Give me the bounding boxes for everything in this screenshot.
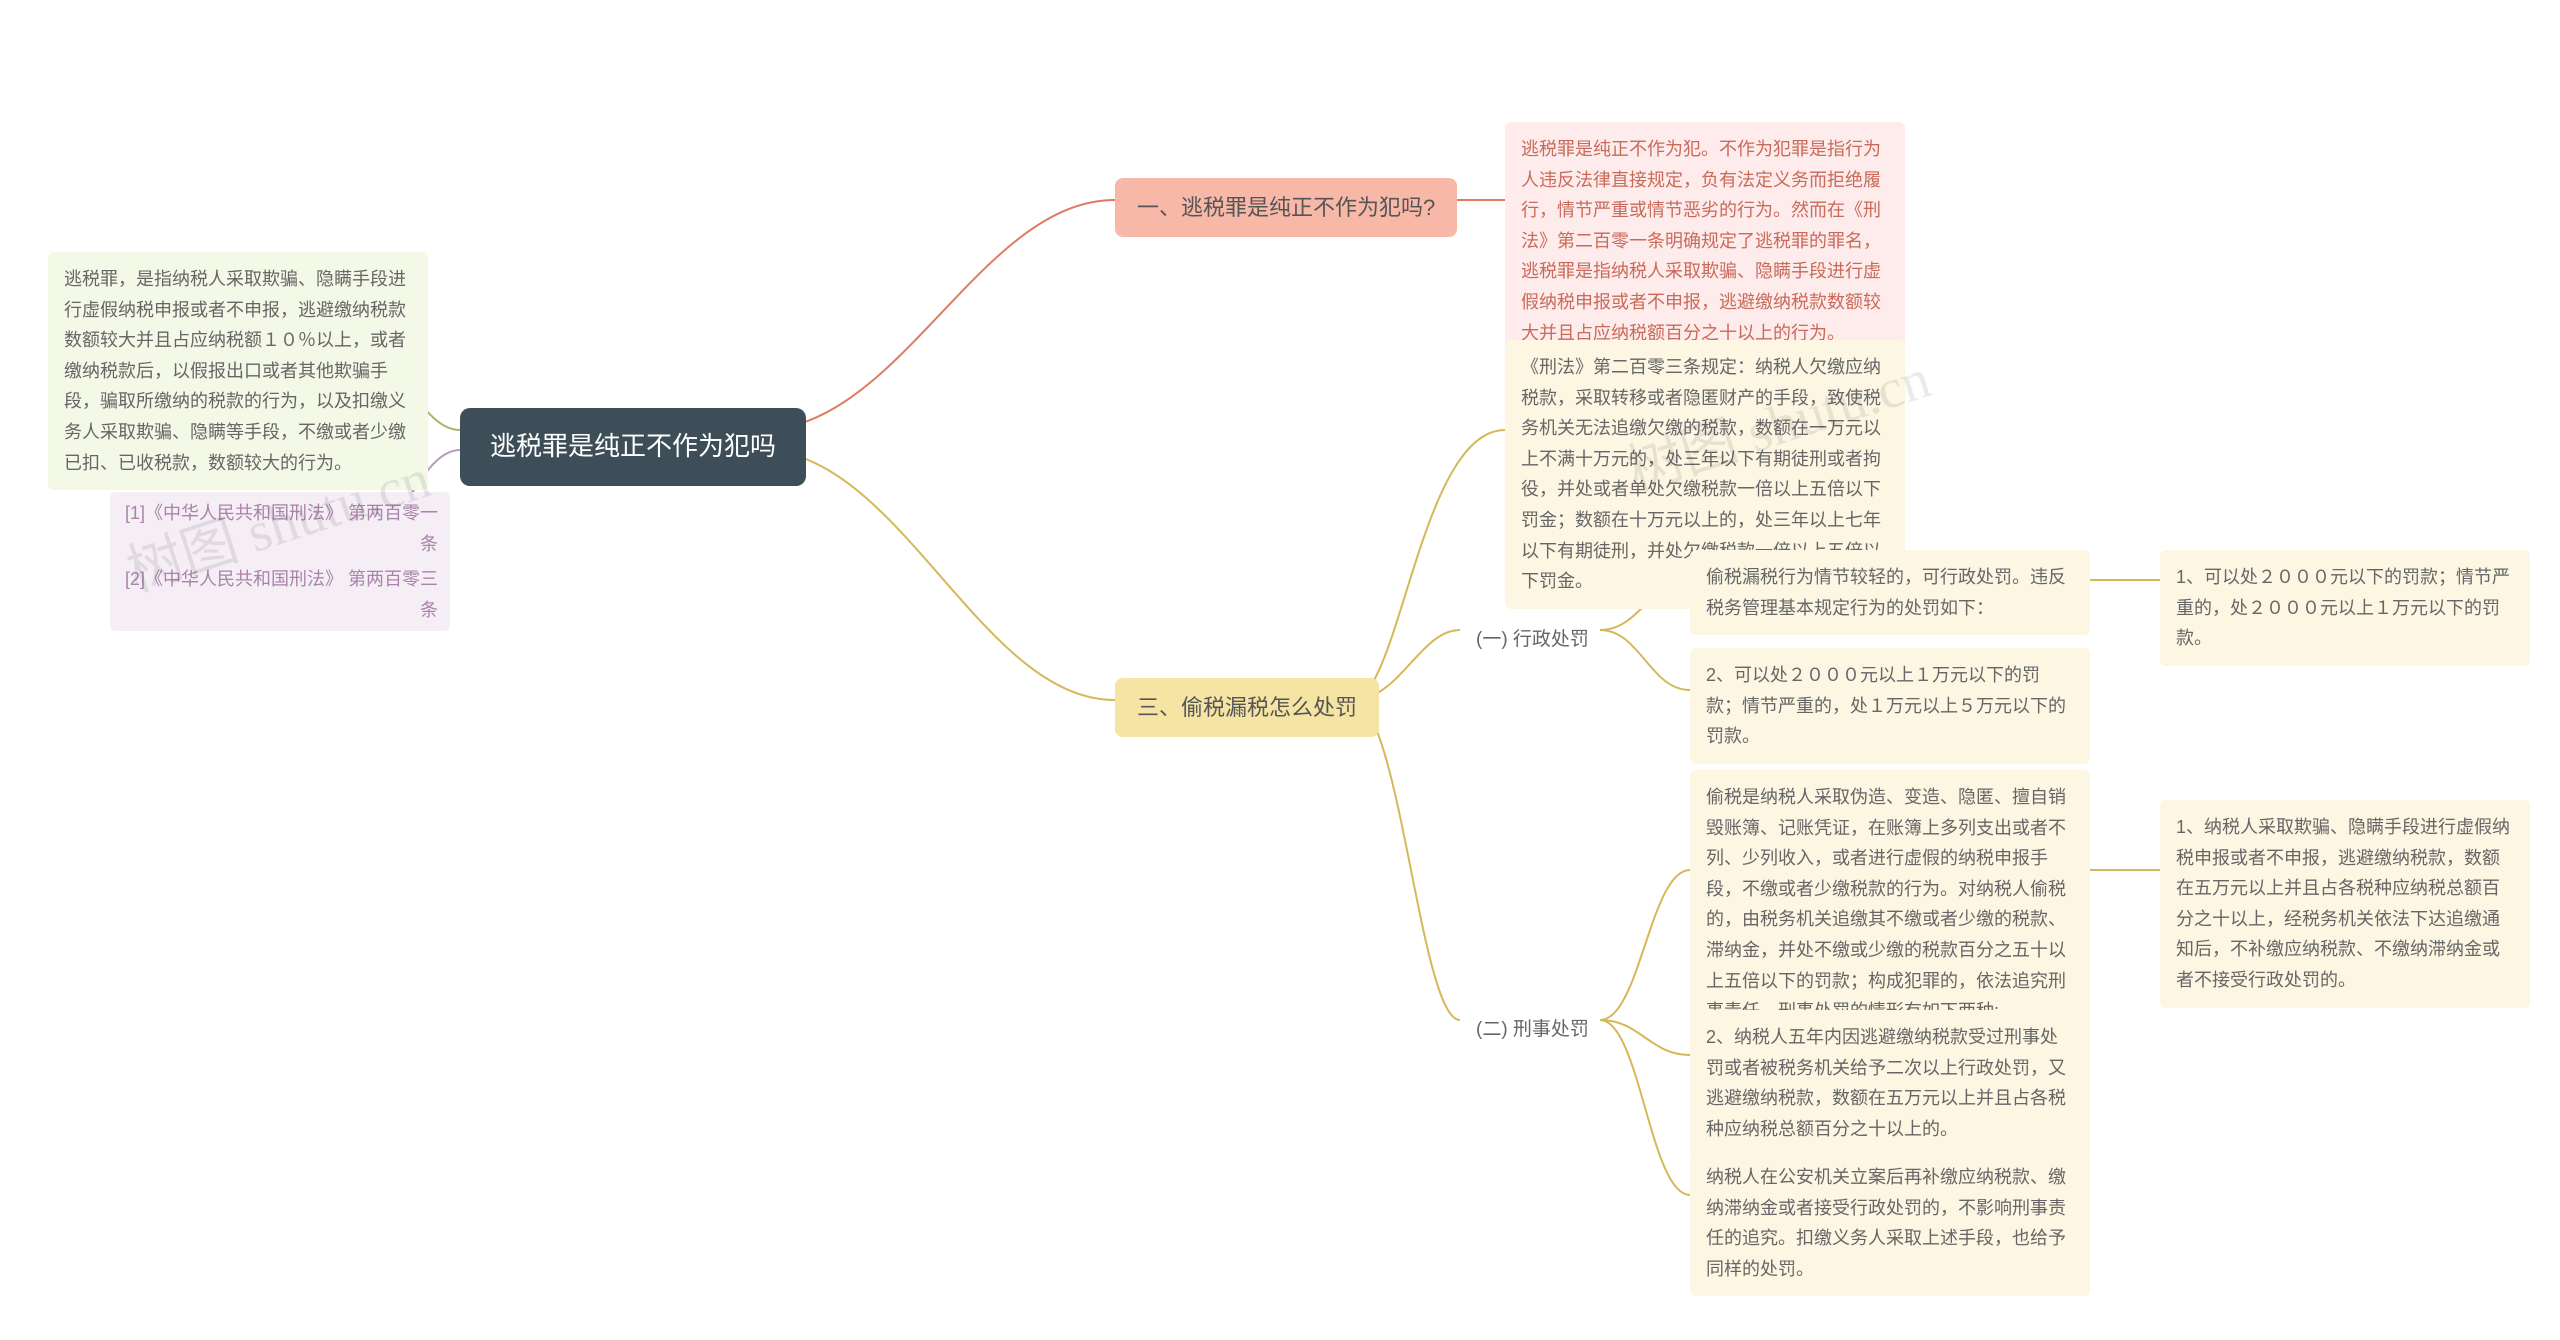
- crim-c1: 偷税是纳税人采取伪造、变造、隐匿、擅自销毁账簿、记账凭证，在账簿上多列支出或者不…: [1690, 770, 2090, 1039]
- crim-c2: 2、纳税人五年内因逃避缴纳税款受过刑事处罚或者被税务机关给予二次以上行政处罚，又…: [1690, 1010, 2090, 1156]
- crim-c3: 纳税人在公安机关立案后再补缴应纳税款、缴纳滞纳金或者接受行政处罚的，不影响刑事责…: [1690, 1150, 2090, 1296]
- branch-1[interactable]: 一、逃税罪是纯正不作为犯吗?: [1115, 178, 1457, 237]
- admin-a1-detail: 1、可以处２０００元以下的罚款；情节严重的，处２０００元以上１万元以下的罚款。: [2160, 550, 2530, 666]
- admin-a2: 2、可以处２０００元以上１万元以下的罚款；情节严重的，处１万元以上５万元以下的罚…: [1690, 648, 2090, 764]
- criminal-penalty-label[interactable]: (二) 刑事处罚: [1460, 1005, 1605, 1055]
- crim-c1-detail: 1、纳税人采取欺骗、隐瞒手段进行虚假纳税申报或者不申报，逃避缴纳税款，数额在五万…: [2160, 800, 2530, 1008]
- branch-1-leaf: 逃税罪是纯正不作为犯。不作为犯罪是指行为人违反法律直接规定，负有法定义务而拒绝履…: [1505, 122, 1905, 360]
- admin-penalty-label[interactable]: (一) 行政处罚: [1460, 615, 1605, 665]
- root-node[interactable]: 逃税罪是纯正不作为犯吗: [460, 408, 806, 486]
- law-ref-2: [2]《中华人民共和国刑法》 第两百零三条: [110, 558, 450, 631]
- law-ref-1: [1]《中华人民共和国刑法》 第两百零一条: [110, 492, 450, 565]
- branch-3[interactable]: 三、偷税漏税怎么处罚: [1115, 678, 1379, 737]
- branch-2-leaf: 逃税罪，是指纳税人采取欺骗、隐瞒手段进行虚假纳税申报或者不申报，逃避缴纳税款数额…: [48, 252, 428, 490]
- admin-a1: 偷税漏税行为情节较轻的，可行政处罚。违反税务管理基本规定行为的处罚如下：: [1690, 550, 2090, 635]
